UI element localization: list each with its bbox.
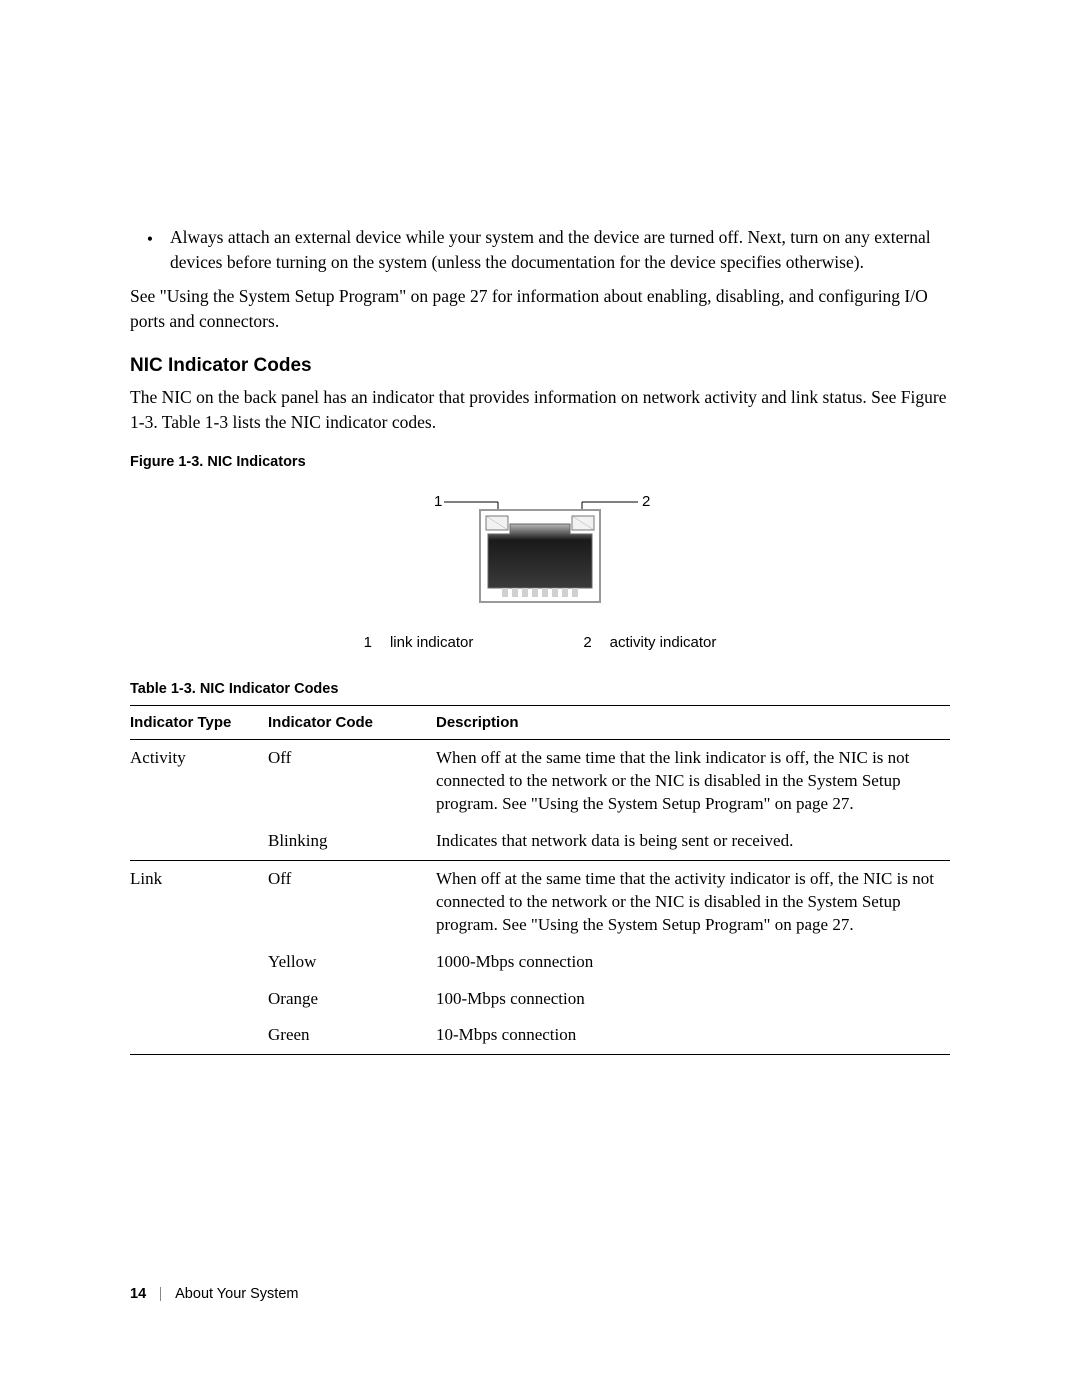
cell-desc: 1000-Mbps connection — [436, 944, 950, 981]
table-row: Yellow 1000-Mbps connection — [130, 944, 950, 981]
header-indicator-code: Indicator Code — [268, 706, 436, 740]
section-heading: NIC Indicator Codes — [130, 355, 950, 377]
paragraph-see-setup: See "Using the System Setup Program" on … — [130, 284, 950, 333]
footer-divider — [160, 1287, 161, 1301]
cell-code: Off — [268, 740, 436, 823]
table-row: Blinking Indicates that network data is … — [130, 823, 950, 860]
cell-desc: When off at the same time that the link … — [436, 740, 950, 823]
figure-caption: Figure 1-3. NIC Indicators — [130, 454, 950, 470]
page-footer: 14 About Your System — [130, 1286, 298, 1302]
bullet-item: • Always attach an external device while… — [130, 225, 950, 274]
legend-item-1: 1 link indicator — [364, 634, 474, 651]
legend-item-2: 2 activity indicator — [583, 634, 716, 651]
bullet-text: Always attach an external device while y… — [170, 225, 950, 274]
cell-code: Blinking — [268, 823, 436, 860]
table-row: Orange 100-Mbps connection — [130, 981, 950, 1018]
header-description: Description — [436, 706, 950, 740]
header-indicator-type: Indicator Type — [130, 706, 268, 740]
nic-indicator-table: Indicator Type Indicator Code Descriptio… — [130, 705, 950, 1055]
legend-2-text: activity indicator — [610, 634, 717, 651]
nic-port-diagram: 1 2 — [390, 488, 690, 608]
table-header-row: Indicator Type Indicator Code Descriptio… — [130, 706, 950, 740]
nic-figure: 1 2 — [130, 488, 950, 651]
callout-1-number: 1 — [434, 493, 442, 510]
bullet-marker: • — [130, 225, 170, 274]
figure-legend: 1 link indicator 2 activity indicator — [130, 634, 950, 651]
cell-desc: 100-Mbps connection — [436, 981, 950, 1018]
cell-desc: When off at the same time that the activ… — [436, 860, 950, 943]
cell-type — [130, 981, 268, 1018]
paragraph-intro: The NIC on the back panel has an indicat… — [130, 385, 950, 434]
cell-desc: 10-Mbps connection — [436, 1017, 950, 1054]
table-caption: Table 1-3. NIC Indicator Codes — [130, 681, 950, 697]
table-row: Activity Off When off at the same time t… — [130, 740, 950, 823]
cell-code: Orange — [268, 981, 436, 1018]
page-number: 14 — [130, 1286, 146, 1302]
cell-code: Green — [268, 1017, 436, 1054]
cell-type — [130, 944, 268, 981]
cell-type — [130, 823, 268, 860]
cell-type: Link — [130, 860, 268, 943]
table-row: Green 10-Mbps connection — [130, 1017, 950, 1054]
legend-1-number: 1 — [364, 634, 372, 651]
cell-code: Yellow — [268, 944, 436, 981]
table-row: Link Off When off at the same time that … — [130, 860, 950, 943]
footer-section-title: About Your System — [175, 1286, 298, 1302]
legend-1-text: link indicator — [390, 634, 473, 651]
cell-type — [130, 1017, 268, 1054]
cell-code: Off — [268, 860, 436, 943]
legend-2-number: 2 — [583, 634, 591, 651]
callout-2-number: 2 — [642, 493, 650, 510]
cell-type: Activity — [130, 740, 268, 823]
cell-desc: Indicates that network data is being sen… — [436, 823, 950, 860]
